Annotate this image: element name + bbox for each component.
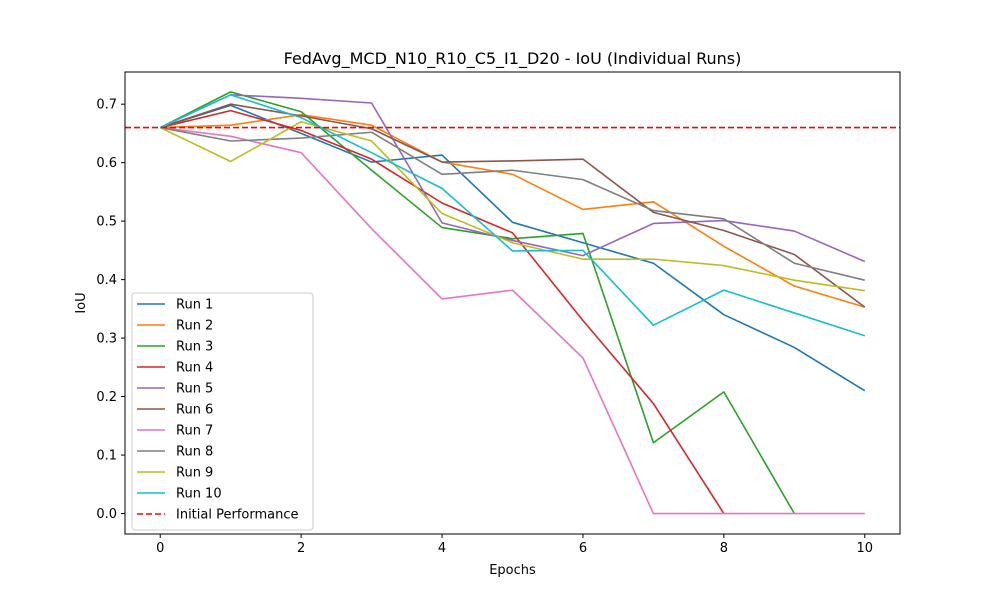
series-line-run-3	[159, 91, 796, 514]
legend-label: Run 9	[176, 466, 213, 481]
chart-title: FedAvg_MCD_N10_R10_C5_I1_D20 - IoU (Indi…	[284, 49, 742, 69]
plot-area	[125, 91, 900, 515]
legend-label: Run 3	[176, 340, 213, 355]
legend-label: Run 8	[176, 445, 213, 460]
series-line-run-5	[159, 94, 866, 263]
y-tick-label: 0.0	[96, 507, 117, 522]
axes: 0 2 4 6 8 10 0.0 0.1 0.2 0.3 0.4 0.5 0.6 0.7	[96, 71, 901, 556]
y-tick-label: 0.6	[96, 156, 117, 171]
legend-label: Run 2	[176, 319, 213, 334]
legend-label: Initial Performance	[176, 508, 298, 523]
y-tick-label: 0.2	[96, 390, 117, 405]
x-tick-label: 0	[156, 541, 164, 556]
y-tick-label: 0.3	[96, 332, 117, 347]
y-axis-label: IoU	[74, 292, 89, 313]
axes-frame	[124, 71, 901, 535]
x-tick-label: 8	[720, 541, 728, 556]
series-line-run-10	[159, 94, 866, 337]
series-line-run-2	[160, 113, 865, 308]
x-tick-label: 4	[438, 541, 446, 556]
legend-label: Run 6	[176, 403, 213, 418]
x-tick-label: 10	[856, 541, 873, 556]
legend-label: Run 5	[176, 382, 213, 397]
y-tick-label: 0.7	[96, 98, 117, 113]
legend-label: Run 1	[176, 298, 213, 313]
x-tick-label: 2	[297, 541, 305, 556]
legend-label: Run 10	[176, 487, 222, 502]
x-axis-label: Epochs	[489, 563, 536, 578]
series-line-run-9	[159, 120, 865, 292]
series-line-run-8	[160, 126, 865, 281]
legend-box	[131, 292, 314, 531]
y-tick-label: 0.4	[96, 273, 117, 288]
series-line-run-4	[160, 109, 725, 514]
legend-label: Run 4	[176, 361, 213, 376]
y-tick-label: 0.1	[96, 449, 117, 464]
series-line-run-6	[159, 103, 866, 308]
series-line-run-7	[160, 126, 865, 515]
legend: Run 1 Run 2 Run 3 Run 4 Run 5 Run 6 Run 7 Run 8…	[131, 292, 314, 531]
legend-label: Run 7	[176, 424, 213, 439]
y-tick-label: 0.5	[96, 215, 117, 230]
x-tick-label: 6	[579, 541, 587, 556]
